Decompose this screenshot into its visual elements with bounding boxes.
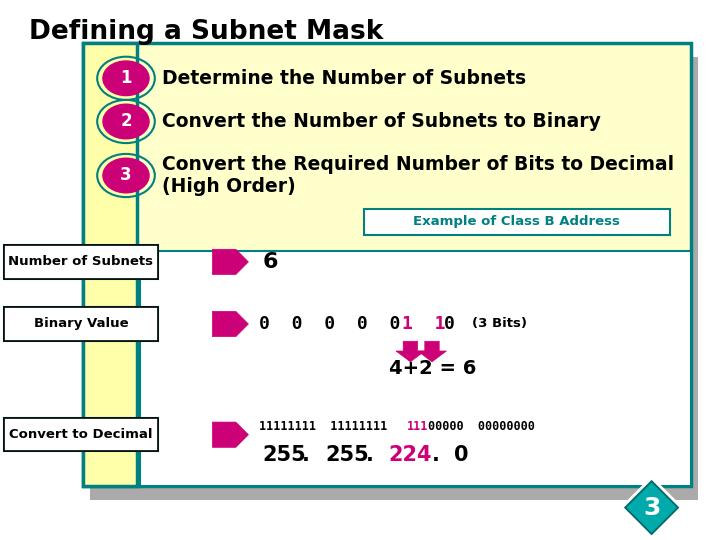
- Text: 0: 0: [444, 315, 454, 333]
- Circle shape: [103, 104, 149, 139]
- FancyBboxPatch shape: [4, 307, 158, 341]
- Text: Example of Class B Address: Example of Class B Address: [413, 215, 620, 228]
- Polygon shape: [622, 478, 681, 537]
- Text: Convert the Required Number of Bits to Decimal
(High Order): Convert the Required Number of Bits to D…: [162, 155, 674, 196]
- Text: .: .: [302, 444, 310, 465]
- Polygon shape: [212, 422, 248, 447]
- Text: 1: 1: [120, 69, 132, 87]
- Text: Defining a Subnet Mask: Defining a Subnet Mask: [29, 19, 383, 45]
- Text: 4+2 = 6: 4+2 = 6: [389, 359, 476, 378]
- Polygon shape: [212, 312, 248, 336]
- Polygon shape: [212, 249, 248, 274]
- FancyBboxPatch shape: [90, 57, 698, 500]
- FancyBboxPatch shape: [4, 245, 158, 279]
- Text: 11111111  11111111: 11111111 11111111: [259, 420, 402, 433]
- FancyBboxPatch shape: [4, 418, 158, 451]
- Text: 0: 0: [454, 444, 468, 465]
- Text: 00000  00000000: 00000 00000000: [428, 420, 534, 433]
- Text: 224: 224: [389, 444, 432, 465]
- Text: 2: 2: [120, 112, 132, 131]
- Text: 255: 255: [263, 444, 307, 465]
- FancyBboxPatch shape: [83, 43, 137, 486]
- Text: Convert to Decimal: Convert to Decimal: [9, 428, 153, 441]
- FancyBboxPatch shape: [83, 43, 691, 486]
- Text: 1  1: 1 1: [402, 315, 445, 333]
- Circle shape: [103, 61, 149, 96]
- Text: 255: 255: [325, 444, 369, 465]
- Text: Convert the Number of Subnets to Binary: Convert the Number of Subnets to Binary: [162, 112, 601, 131]
- Text: 3: 3: [120, 166, 132, 185]
- Text: Binary Value: Binary Value: [34, 318, 128, 330]
- Polygon shape: [626, 482, 677, 533]
- Text: Determine the Number of Subnets: Determine the Number of Subnets: [162, 69, 526, 88]
- FancyBboxPatch shape: [140, 251, 691, 486]
- Polygon shape: [396, 341, 425, 362]
- Polygon shape: [418, 341, 446, 362]
- Text: 6: 6: [263, 252, 279, 272]
- Text: 111: 111: [407, 420, 428, 433]
- Text: Number of Subnets: Number of Subnets: [9, 255, 153, 268]
- FancyBboxPatch shape: [364, 209, 670, 235]
- Circle shape: [103, 158, 149, 193]
- Text: .: .: [432, 444, 439, 465]
- Text: .: .: [366, 444, 373, 465]
- Text: 0  0  0  0  0: 0 0 0 0 0: [259, 315, 400, 333]
- Text: (3 Bits): (3 Bits): [472, 318, 526, 330]
- Text: 3: 3: [643, 496, 660, 519]
